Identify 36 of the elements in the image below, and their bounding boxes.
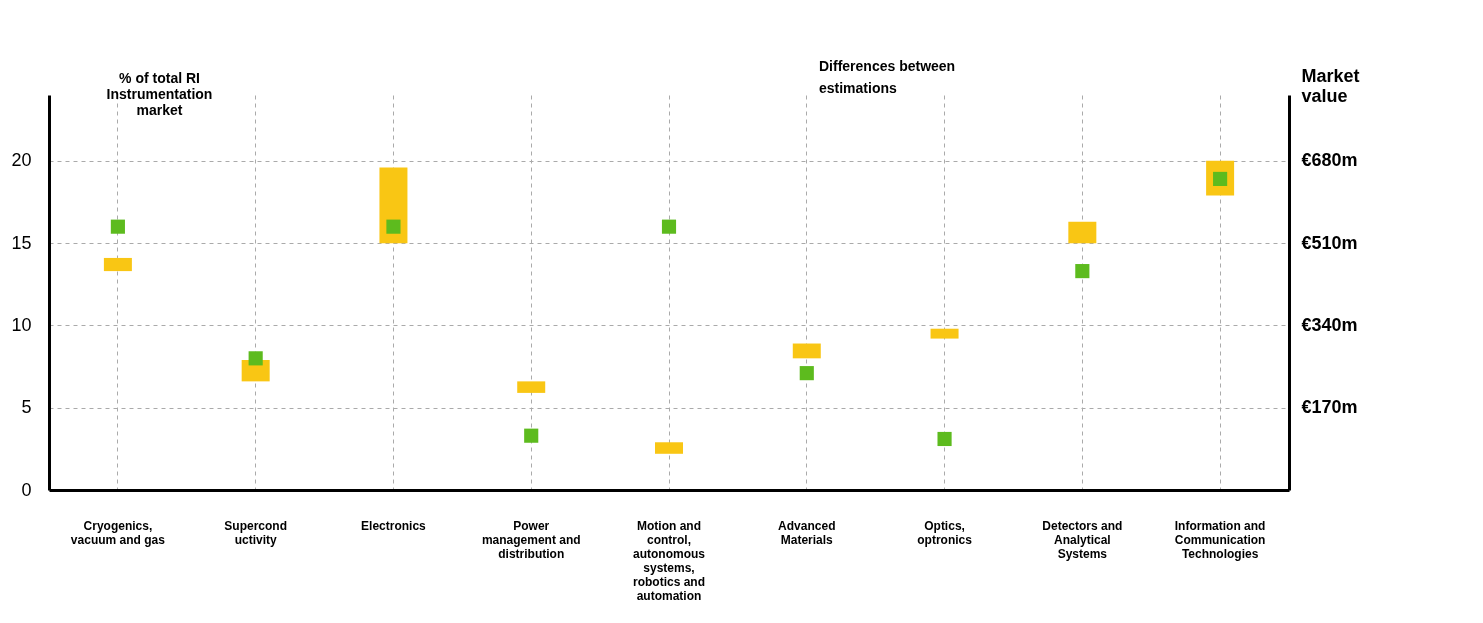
point [799, 366, 814, 381]
y-tick-label: 15 [11, 232, 32, 253]
x-tick-label: Motion and control, autonomous systems, robotics and automation [632, 518, 706, 603]
y2-tick-label: €510m [1301, 232, 1358, 253]
y-tick-label: 5 [21, 397, 32, 418]
bar [103, 257, 132, 272]
y2-tick-label: €340m [1301, 314, 1358, 335]
x-tick-label: Detectors and Analytical Systems [1042, 518, 1123, 561]
bar [930, 328, 959, 339]
point [248, 351, 263, 366]
x-tick-label: Advanced Materials [778, 518, 836, 547]
y-axis-title: % of total RI Instrumentation market [106, 69, 213, 118]
y-tick-label: 20 [11, 150, 32, 171]
x-tick-label: Power management and distribution [481, 518, 581, 561]
bar [379, 167, 408, 244]
point [524, 428, 539, 443]
y-tick-label: 0 [21, 479, 32, 500]
y2-tick-label: €170m [1301, 397, 1358, 418]
x-tick-label: Supercond uctivity [224, 518, 287, 547]
x-tick-label: Optics, optronics [917, 518, 973, 547]
bar [517, 381, 546, 393]
point [937, 431, 952, 447]
x-tick-label: Cryogenics, vacuum and gas [70, 518, 166, 547]
y2-axis-title: Market value [1301, 65, 1360, 106]
y2-tick-label: €680m [1301, 150, 1358, 171]
point [110, 219, 125, 234]
annotation: Differences between estimations [819, 58, 956, 96]
x-tick-label: Electronics [361, 518, 427, 533]
bar [1068, 221, 1097, 244]
point [386, 219, 401, 234]
point [661, 219, 677, 234]
y-tick-label: 10 [11, 314, 32, 335]
bar [655, 442, 683, 454]
x-tick-label: Information and Communication Technologies [1174, 518, 1266, 561]
bar [792, 343, 821, 359]
point [1075, 264, 1090, 279]
